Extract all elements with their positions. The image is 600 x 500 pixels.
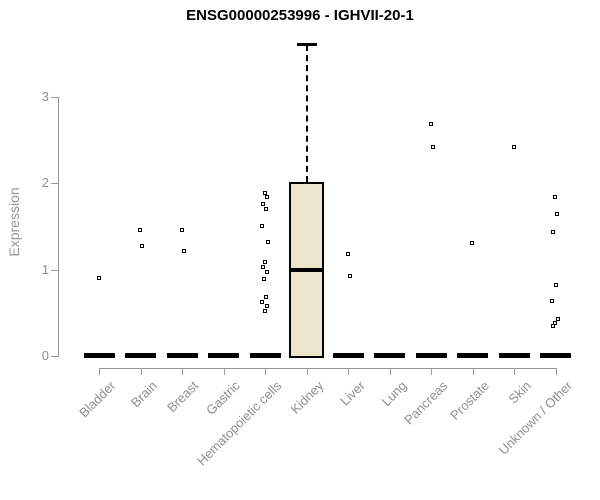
x-tick-label: Liver (337, 378, 368, 409)
data-point (554, 282, 558, 287)
collapsed-boxplot (498, 353, 530, 358)
data-point (263, 294, 268, 299)
data-point (264, 304, 269, 309)
x-tick-label: Breast (164, 378, 202, 416)
y-tick-label: 3 (41, 89, 49, 104)
data-point (511, 145, 516, 150)
data-point (264, 194, 269, 199)
data-point (430, 144, 435, 149)
data-point (551, 230, 555, 235)
collapsed-boxplot (540, 353, 571, 358)
x-tick (223, 368, 225, 375)
y-tick (51, 356, 58, 357)
x-tick-label: Brain (128, 378, 161, 411)
data-point (550, 299, 554, 304)
data-point (261, 276, 266, 281)
x-tick-label: Bladder (76, 378, 119, 421)
x-tick (182, 368, 183, 375)
x-tick-label: Gastric (203, 378, 244, 418)
data-point (140, 243, 144, 248)
x-tick (348, 368, 349, 375)
y-axis-label: Expression (6, 187, 22, 257)
data-point (553, 194, 557, 199)
data-point (347, 274, 352, 279)
data-point (263, 206, 268, 211)
y-tick-label: 1 (41, 261, 49, 277)
collapsed-boxplot (457, 353, 488, 358)
chart-title: ENSG00000253996 - IGHVII-20-1 (186, 7, 414, 24)
data-point (260, 264, 265, 269)
x-tick-label: Lung (378, 378, 410, 410)
upper-whisker (305, 44, 308, 182)
x-tick-label: Unknown / Other (495, 378, 576, 458)
x-tick (431, 368, 432, 375)
data-point (259, 299, 264, 304)
x-tick (555, 368, 557, 375)
x-axis-line (99, 368, 557, 369)
x-tick (265, 368, 266, 375)
data-point (553, 320, 557, 325)
collapsed-boxplot (374, 353, 405, 358)
data-point (556, 317, 560, 322)
data-point (262, 260, 267, 265)
x-tick (514, 368, 515, 375)
whisker-cap (296, 42, 317, 46)
x-tick-label: Skin (505, 378, 534, 407)
collapsed-boxplot (83, 353, 115, 358)
collapsed-boxplot (415, 353, 447, 358)
data-point (262, 309, 267, 314)
collapsed-boxplot (125, 353, 156, 358)
y-tick-label: 2 (41, 175, 49, 191)
y-tick (51, 183, 58, 185)
y-tick (51, 269, 58, 271)
collapsed-boxplot (208, 353, 239, 358)
y-tick-label: 0 (41, 348, 49, 363)
x-tick (140, 368, 142, 375)
collapsed-boxplot (249, 353, 281, 358)
x-tick-label: Kidney (287, 378, 327, 417)
data-point (428, 122, 433, 127)
x-tick (472, 368, 474, 375)
y-tick (51, 97, 58, 98)
collapsed-boxplot (332, 353, 364, 358)
x-tick-label: Pancreas (401, 378, 451, 428)
data-point (345, 251, 350, 256)
collapsed-boxplot (166, 353, 198, 358)
y-axis-line (58, 97, 59, 357)
data-point (555, 211, 559, 216)
data-point (264, 269, 269, 274)
data-point (551, 324, 555, 329)
data-point (470, 241, 474, 246)
data-point (179, 228, 184, 233)
data-point (260, 201, 265, 206)
x-tick-label: Prostate (447, 378, 493, 423)
x-tick (306, 368, 308, 375)
data-point (96, 275, 101, 280)
data-point (181, 249, 186, 254)
x-tick (389, 368, 391, 375)
x-tick (99, 368, 100, 375)
data-point (138, 228, 142, 233)
data-point (265, 239, 270, 244)
data-point (259, 224, 264, 228)
boxplot-median (291, 267, 322, 272)
